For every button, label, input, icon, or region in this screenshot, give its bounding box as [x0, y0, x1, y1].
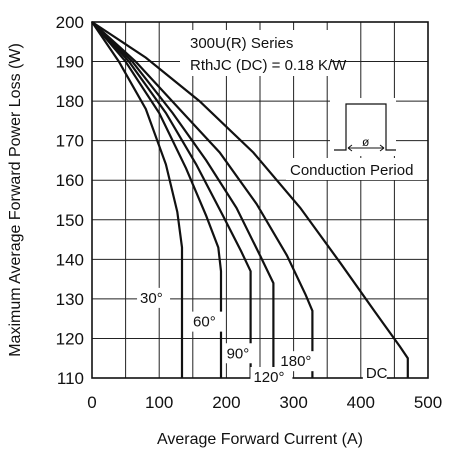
x-tick-label: 400: [347, 393, 375, 412]
tick-labels: 0 100 200 300 400 500 110 120 130 140 150 160 170 180…: [56, 13, 443, 412]
y-axis-title: Maximum Average Forward Power Loss (W): [7, 43, 24, 357]
grid-lines: [91, 21, 429, 379]
y-tick-label: 160: [56, 171, 84, 190]
series-label: 60°: [193, 314, 216, 331]
series-label-background: [190, 311, 224, 332]
series-label-background: [362, 363, 387, 384]
y-tick-label: 150: [56, 211, 84, 230]
series-line: [91, 21, 314, 378]
y-tick-label: 190: [56, 53, 84, 72]
series-label-background: [223, 343, 257, 364]
conduction-period-caption: Conduction Period: [290, 162, 413, 179]
x-tick-label: 0: [87, 393, 96, 412]
x-axis-title: Average Forward Current (A): [157, 431, 363, 448]
series-label: 30°: [140, 290, 163, 307]
x-tick-label: 500: [414, 393, 442, 412]
series-line: [91, 21, 223, 378]
conduction-caption-background: [286, 158, 426, 180]
y-tick-label: 110: [57, 369, 84, 388]
conduction-angle-symbol: ø: [362, 135, 370, 149]
series-label-background: [250, 367, 293, 387]
series-title: 300U(R) Series: [190, 35, 293, 52]
y-tick-label: 140: [56, 250, 84, 269]
x-tick-label: 200: [212, 393, 240, 412]
series-label: 180°: [280, 353, 311, 370]
y-tick-label: 120: [56, 329, 84, 348]
series-labels: 30° 60° 90°120°180° DC: [137, 287, 388, 387]
conduction-period-background: [330, 98, 396, 156]
series-label: 120°: [253, 369, 284, 386]
series-label-background: [137, 287, 171, 308]
x-tick-label: 300: [279, 393, 307, 412]
series-label-background: [277, 351, 320, 372]
conduction-period-pulse-icon: [334, 103, 396, 151]
y-tick-label: 200: [56, 13, 84, 32]
rth-value: RthJC (DC) = 0.18 K/W: [190, 57, 347, 74]
series-line: [91, 21, 184, 378]
series-curves: [91, 21, 409, 378]
series-line: [91, 21, 409, 378]
series-label: 90°: [227, 345, 250, 362]
annotation-box: [180, 30, 330, 76]
x-tick-label: 100: [145, 393, 173, 412]
y-tick-label: 180: [56, 92, 84, 111]
conduction-period-arrow-icon: [347, 144, 385, 152]
series-label: DC: [366, 365, 388, 382]
y-tick-label: 170: [56, 132, 84, 151]
y-tick-label: 130: [56, 290, 84, 309]
series-line: [91, 21, 252, 378]
series-line: [91, 21, 275, 378]
